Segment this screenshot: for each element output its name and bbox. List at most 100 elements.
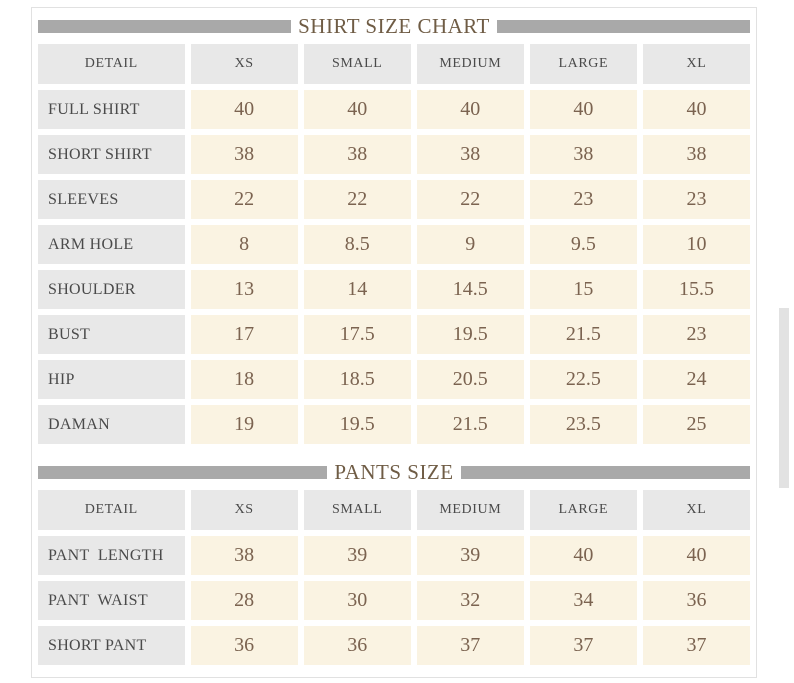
size-value-cell: 9.5 xyxy=(529,225,637,264)
size-value-cell: 32 xyxy=(416,581,524,620)
size-value-cell: 38 xyxy=(303,135,411,174)
size-value-cell: 23.5 xyxy=(529,405,637,444)
shirt-table-header: DETAIL XS SMALL MEDIUM LARGE XL xyxy=(38,44,750,84)
size-value-cell: 17.5 xyxy=(303,315,411,354)
size-value-cell: 30 xyxy=(303,581,411,620)
size-value-cell: 14.5 xyxy=(416,270,524,309)
size-value-cell: 38 xyxy=(642,135,750,174)
size-value-cell: 23 xyxy=(529,180,637,219)
size-value-cell: 22 xyxy=(416,180,524,219)
size-value-cell: 20.5 xyxy=(416,360,524,399)
table-row: SHORT SHIRT 38 38 38 38 38 xyxy=(38,135,750,174)
title-bar-left xyxy=(38,465,328,479)
table-row: DAMAN 19 19.5 21.5 23.5 25 xyxy=(38,405,750,444)
column-header-size: XL xyxy=(642,490,750,530)
size-value-cell: 21.5 xyxy=(416,405,524,444)
size-value-cell: 15 xyxy=(529,270,637,309)
column-header-size: LARGE xyxy=(529,44,637,84)
row-label: BUST xyxy=(38,315,185,354)
column-header-size: MEDIUM xyxy=(416,490,524,530)
pants-table-header: DETAIL XS SMALL MEDIUM LARGE XL xyxy=(38,490,750,530)
table-row: SHORT PANT 36 36 37 37 37 xyxy=(38,626,750,665)
table-row: FULL SHIRT 40 40 40 40 40 xyxy=(38,90,750,129)
size-value-cell: 37 xyxy=(642,626,750,665)
pants-size-table: DETAIL XS SMALL MEDIUM LARGE XL PANT LENGTH 38… xyxy=(32,484,756,671)
size-value-cell: 23 xyxy=(642,315,750,354)
size-value-cell: 19.5 xyxy=(303,405,411,444)
shirt-size-table: DETAIL XS SMALL MEDIUM LARGE XL FULL SHIRT 40 4… xyxy=(32,38,756,450)
size-chart-panel: SHIRT SIZE CHART DETAIL XS SMALL MEDIUM LARG… xyxy=(31,7,757,678)
column-header-size: MEDIUM xyxy=(416,44,524,84)
row-label: FULL SHIRT xyxy=(38,90,185,129)
shirt-chart-title-row: SHIRT SIZE CHART xyxy=(38,14,750,38)
size-value-cell: 40 xyxy=(416,90,524,129)
title-bar-right xyxy=(496,19,750,33)
size-value-cell: 36 xyxy=(642,581,750,620)
column-header-size: XS xyxy=(190,44,298,84)
column-header-size: SMALL xyxy=(303,490,411,530)
row-label: SHOULDER xyxy=(38,270,185,309)
size-value-cell: 40 xyxy=(642,90,750,129)
size-value-cell: 40 xyxy=(190,90,298,129)
size-value-cell: 10 xyxy=(642,225,750,264)
table-row: BUST 17 17.5 19.5 21.5 23 xyxy=(38,315,750,354)
size-value-cell: 22 xyxy=(190,180,298,219)
size-value-cell: 24 xyxy=(642,360,750,399)
size-value-cell: 28 xyxy=(190,581,298,620)
scrollbar-thumb[interactable] xyxy=(779,308,789,488)
table-row: SHOULDER 13 14 14.5 15 15.5 xyxy=(38,270,750,309)
row-label: SHORT PANT xyxy=(38,626,185,665)
title-bar-left xyxy=(38,19,292,33)
row-label: PANT WAIST xyxy=(38,581,185,620)
size-value-cell: 36 xyxy=(190,626,298,665)
size-value-cell: 15.5 xyxy=(642,270,750,309)
size-value-cell: 22 xyxy=(303,180,411,219)
row-label: SHORT SHIRT xyxy=(38,135,185,174)
size-value-cell: 36 xyxy=(303,626,411,665)
size-value-cell: 40 xyxy=(529,90,637,129)
size-value-cell: 19 xyxy=(190,405,298,444)
column-header-detail: DETAIL xyxy=(38,490,185,530)
size-value-cell: 18.5 xyxy=(303,360,411,399)
column-header-size: SMALL xyxy=(303,44,411,84)
size-value-cell: 19.5 xyxy=(416,315,524,354)
pants-chart-title-row: PANTS SIZE xyxy=(38,460,751,484)
size-value-cell: 13 xyxy=(190,270,298,309)
size-value-cell: 22.5 xyxy=(529,360,637,399)
row-label: DAMAN xyxy=(38,405,185,444)
table-row: SLEEVES 22 22 22 23 23 xyxy=(38,180,750,219)
size-value-cell: 39 xyxy=(416,536,524,575)
title-bar-right xyxy=(460,465,751,479)
size-value-cell: 21.5 xyxy=(529,315,637,354)
size-value-cell: 40 xyxy=(642,536,750,575)
size-value-cell: 23 xyxy=(642,180,750,219)
size-value-cell: 34 xyxy=(529,581,637,620)
pants-table-body: PANT LENGTH 38 39 39 40 40 PANT WAIST 28 30 32 34 3… xyxy=(38,536,750,665)
size-value-cell: 38 xyxy=(190,536,298,575)
row-label: HIP xyxy=(38,360,185,399)
shirt-chart-title: SHIRT SIZE CHART xyxy=(298,14,490,38)
size-value-cell: 25 xyxy=(642,405,750,444)
size-value-cell: 40 xyxy=(303,90,411,129)
column-header-detail: DETAIL xyxy=(38,44,185,84)
size-value-cell: 37 xyxy=(416,626,524,665)
size-value-cell: 17 xyxy=(190,315,298,354)
pants-chart-title: PANTS SIZE xyxy=(334,460,454,484)
size-value-cell: 37 xyxy=(529,626,637,665)
size-value-cell: 40 xyxy=(529,536,637,575)
size-value-cell: 38 xyxy=(416,135,524,174)
size-value-cell: 38 xyxy=(529,135,637,174)
header-row: DETAIL XS SMALL MEDIUM LARGE XL xyxy=(38,44,750,84)
column-header-size: XS xyxy=(190,490,298,530)
header-row: DETAIL XS SMALL MEDIUM LARGE XL xyxy=(38,490,750,530)
size-value-cell: 39 xyxy=(303,536,411,575)
row-label: SLEEVES xyxy=(38,180,185,219)
column-header-size: LARGE xyxy=(529,490,637,530)
size-value-cell: 14 xyxy=(303,270,411,309)
table-row: HIP 18 18.5 20.5 22.5 24 xyxy=(38,360,750,399)
size-value-cell: 38 xyxy=(190,135,298,174)
table-row: PANT LENGTH 38 39 39 40 40 xyxy=(38,536,750,575)
column-header-size: XL xyxy=(642,44,750,84)
size-value-cell: 18 xyxy=(190,360,298,399)
table-row: ARM HOLE 8 8.5 9 9.5 10 xyxy=(38,225,750,264)
